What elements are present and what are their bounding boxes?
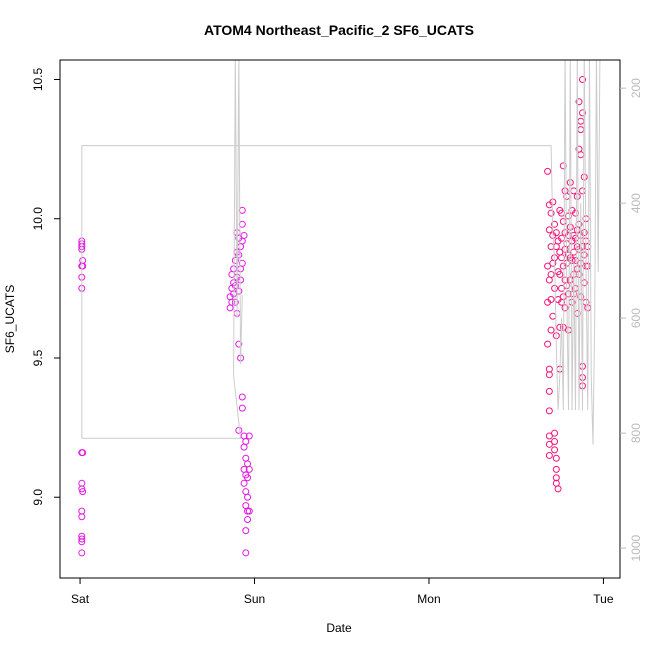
x-tick-label: Tue xyxy=(593,592,614,606)
data-point xyxy=(244,493,252,501)
y-tick-label: 9.5 xyxy=(31,349,45,366)
data-point xyxy=(544,167,552,175)
x-tick-label: Mon xyxy=(417,592,440,606)
data-point xyxy=(547,270,555,278)
data-point xyxy=(552,454,560,462)
data-point xyxy=(547,296,555,304)
data-point xyxy=(235,251,243,259)
pressure-line xyxy=(81,60,601,445)
data-point xyxy=(554,485,562,493)
y-tick-label: 9.0 xyxy=(31,489,45,506)
data-point xyxy=(544,340,552,348)
data-point xyxy=(235,287,243,295)
data-point xyxy=(578,75,586,83)
plot-frame xyxy=(59,59,621,579)
data-point xyxy=(558,254,566,262)
data-point xyxy=(238,393,246,401)
data-point xyxy=(577,293,585,301)
data-point xyxy=(242,527,250,535)
data-point xyxy=(545,440,553,448)
data-point xyxy=(242,549,250,557)
data-point xyxy=(231,257,239,265)
y2-tick-label: 400 xyxy=(629,193,643,213)
data-point xyxy=(545,407,553,415)
data-point xyxy=(551,438,559,446)
data-point xyxy=(238,259,246,267)
x-tick-label: Sat xyxy=(71,592,90,606)
data-point xyxy=(79,488,87,496)
data-point xyxy=(228,298,236,306)
data-point xyxy=(573,192,581,200)
data-point xyxy=(545,371,553,379)
data-point xyxy=(545,432,553,440)
data-point xyxy=(231,298,239,306)
y2-tick-label: 200 xyxy=(629,78,643,98)
y-tick-label: 10.5 xyxy=(31,67,45,91)
data-point xyxy=(245,507,253,515)
y-tick-label: 10.0 xyxy=(31,207,45,231)
data-point xyxy=(79,262,87,270)
chart-title: ATOM4 Northeast_Pacific_2 SF6_UCATS xyxy=(204,22,474,38)
data-point xyxy=(544,262,552,270)
data-point xyxy=(556,323,564,331)
data-point xyxy=(575,98,583,106)
data-point xyxy=(240,231,248,239)
data-point xyxy=(578,109,586,117)
data-point xyxy=(549,198,557,206)
data-point xyxy=(551,220,559,228)
data-point xyxy=(556,270,564,278)
data-point xyxy=(78,485,86,493)
data-point xyxy=(240,479,248,487)
data-point xyxy=(561,304,569,312)
y2-tick-label: 1000 xyxy=(629,534,643,561)
data-point xyxy=(235,340,243,348)
data-point xyxy=(552,465,560,473)
data-point xyxy=(547,209,555,217)
data-point xyxy=(559,293,567,301)
y2-tick-label: 600 xyxy=(629,308,643,328)
data-point xyxy=(547,326,555,334)
data-point xyxy=(244,474,252,482)
data-point xyxy=(245,465,253,473)
x-tick-label: Sun xyxy=(244,592,265,606)
data-point xyxy=(79,449,87,457)
data-point xyxy=(245,432,253,440)
data-point xyxy=(551,429,559,437)
data-point xyxy=(566,223,574,231)
data-point xyxy=(244,516,252,524)
data-point xyxy=(78,535,86,543)
data-point xyxy=(558,284,566,292)
data-point xyxy=(235,426,243,434)
data-point xyxy=(545,387,553,395)
data-point xyxy=(551,446,559,454)
data-point xyxy=(580,173,588,181)
data-point xyxy=(242,438,250,446)
plot-area xyxy=(78,60,601,557)
y2-tick-label: 800 xyxy=(629,423,643,443)
data-point xyxy=(545,451,553,459)
data-point xyxy=(78,513,86,521)
data-point xyxy=(566,179,574,187)
x-axis-label: Date xyxy=(326,621,352,635)
data-point xyxy=(238,404,246,412)
data-point xyxy=(231,282,239,290)
data-point xyxy=(78,549,86,557)
y-axis-label: SF6_UCATS xyxy=(3,285,17,353)
data-point xyxy=(78,538,86,546)
